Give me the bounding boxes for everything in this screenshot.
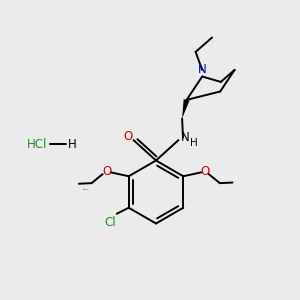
- Text: H: H: [68, 137, 77, 151]
- Text: O: O: [200, 165, 209, 178]
- Text: Cl: Cl: [104, 216, 116, 229]
- Text: H: H: [190, 137, 198, 148]
- Text: HCl: HCl: [27, 137, 48, 151]
- Text: methoxy: methoxy: [83, 189, 89, 190]
- Text: O: O: [124, 130, 133, 143]
- Polygon shape: [182, 99, 190, 119]
- Text: N: N: [198, 63, 207, 76]
- Text: O: O: [103, 165, 112, 178]
- Text: N: N: [181, 130, 190, 144]
